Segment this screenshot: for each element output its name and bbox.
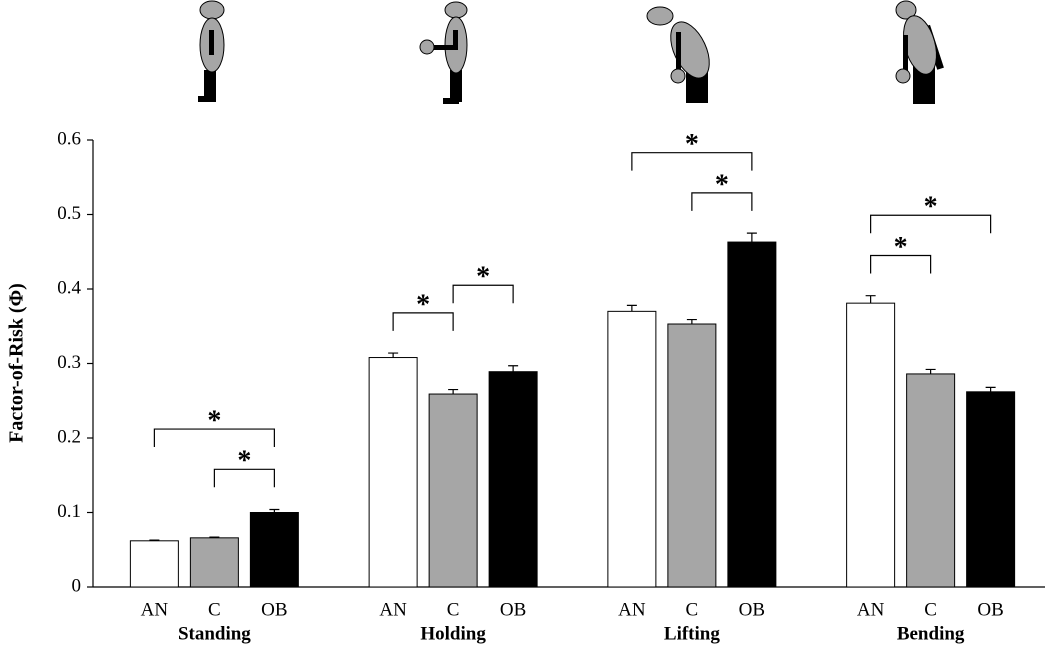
y-tick-label: 0.5	[57, 203, 81, 224]
y-tick-label: 0.6	[57, 128, 81, 149]
bar	[906, 373, 956, 588]
pictogram	[450, 70, 462, 102]
bar	[488, 371, 538, 588]
error-bar	[269, 508, 280, 513]
x-tick-label: C	[686, 599, 699, 620]
error-bar	[508, 365, 519, 372]
bar	[249, 512, 299, 588]
pictogram	[646, 6, 674, 26]
significance-label: *	[207, 405, 221, 436]
significance-bracket	[870, 254, 932, 274]
x-tick-label: OB	[261, 599, 287, 620]
significance-label: *	[924, 192, 938, 223]
x-tick-label: AN	[141, 599, 169, 620]
x-tick-label: AN	[618, 599, 646, 620]
pictogram	[676, 32, 681, 72]
significance-label: *	[685, 129, 699, 160]
x-group-label: Holding	[420, 623, 486, 644]
x-group-label: Lifting	[664, 623, 720, 644]
pictograms	[198, 0, 944, 104]
significance-bracket	[153, 428, 275, 448]
bar	[189, 537, 239, 588]
x-tick-label: C	[447, 599, 460, 620]
pictogram	[209, 30, 214, 55]
x-group-label: Standing	[178, 623, 251, 644]
pictogram	[419, 39, 435, 55]
x-tick-label: C	[208, 599, 221, 620]
significance-label: *	[476, 262, 490, 293]
pictogram	[895, 68, 911, 84]
x-group-label: Bending	[897, 623, 965, 644]
x-tick-label: AN	[857, 599, 885, 620]
y-axis-label: Factor-of-Risk (Φ)	[6, 283, 28, 443]
x-tick-label: AN	[379, 599, 407, 620]
error-bar	[448, 388, 459, 395]
significance-bracket	[392, 312, 454, 331]
error-bar	[209, 536, 220, 538]
significance-bracket	[452, 284, 514, 304]
bar	[607, 310, 657, 588]
significance-label: *	[237, 446, 251, 477]
y-tick-label: 0.3	[57, 352, 81, 373]
y-tick-label: 0.2	[57, 426, 81, 447]
x-tick-label: OB	[739, 599, 765, 620]
bar	[846, 302, 896, 588]
x-tick-label: C	[924, 599, 937, 620]
error-bar	[865, 295, 876, 304]
bar	[428, 393, 478, 588]
error-bar	[686, 318, 697, 325]
significance-bracket	[691, 192, 753, 211]
significance-bracket	[213, 468, 275, 488]
error-bar	[388, 352, 399, 358]
pictogram	[443, 98, 459, 104]
pictogram	[453, 30, 458, 50]
pictogram	[204, 70, 216, 100]
error-bar	[746, 232, 757, 243]
y-tick-label: 0.1	[57, 501, 81, 522]
pictogram	[903, 35, 908, 73]
significance-label: *	[894, 232, 908, 263]
bar	[368, 357, 418, 588]
y-tick-label: 0.4	[57, 277, 81, 298]
significance-bracket	[870, 214, 992, 234]
bar	[966, 391, 1016, 588]
error-bar	[149, 539, 160, 541]
y-tick-label: 0	[72, 575, 82, 596]
bar	[727, 241, 777, 588]
error-bar	[925, 368, 936, 374]
significance-label: *	[416, 289, 430, 320]
pictogram	[428, 45, 456, 50]
error-bar	[985, 386, 996, 392]
significance-label: *	[715, 169, 729, 200]
pictogram	[670, 68, 686, 84]
pictogram	[444, 1, 468, 19]
significance-bracket	[631, 152, 753, 171]
error-bar	[626, 304, 637, 312]
x-tick-label: OB	[500, 599, 526, 620]
x-tick-label: OB	[977, 599, 1003, 620]
bar	[129, 540, 179, 588]
pictogram	[199, 0, 225, 20]
bar	[667, 323, 717, 588]
pictogram	[895, 0, 917, 20]
pictogram	[198, 96, 216, 102]
